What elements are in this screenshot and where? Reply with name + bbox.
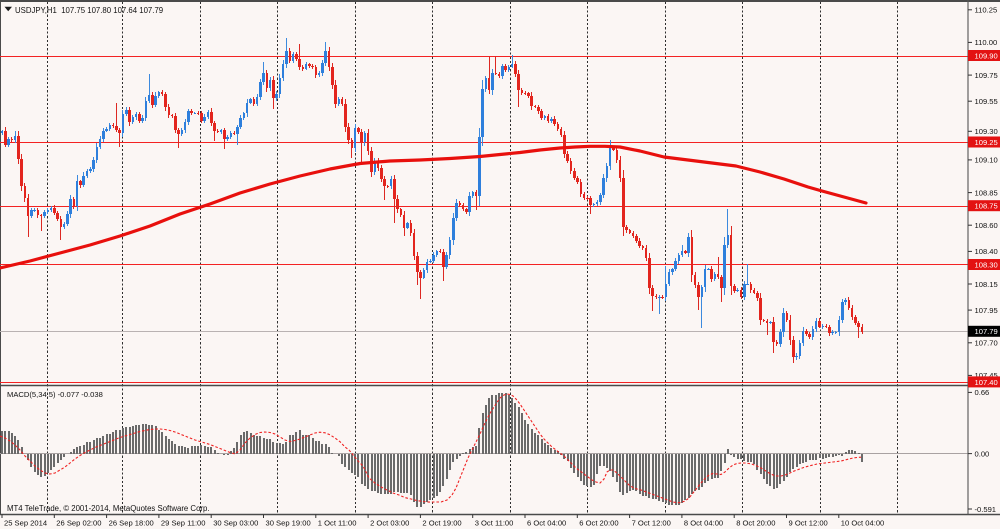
- svg-text:8 Oct 04:00: 8 Oct 04:00: [684, 519, 723, 528]
- svg-text:9 Oct 12:00: 9 Oct 12:00: [789, 519, 828, 528]
- svg-text:USDJPY,H1 107.75 107.80 107.6: USDJPY,H1 107.75 107.80 107.64 107.79: [15, 6, 163, 15]
- svg-text:109.25: 109.25: [975, 138, 998, 147]
- svg-text:0.00: 0.00: [975, 449, 990, 458]
- svg-text:108.85: 108.85: [975, 188, 998, 197]
- svg-text:MACD(5,34,5) -0.077 -0.038: MACD(5,34,5) -0.077 -0.038: [7, 390, 103, 399]
- svg-text:107.70: 107.70: [975, 339, 998, 348]
- svg-text:110.00: 110.00: [975, 38, 998, 47]
- svg-text:108.75: 108.75: [975, 202, 998, 211]
- svg-text:30 Sep 19:00: 30 Sep 19:00: [266, 519, 311, 528]
- svg-text:29 Sep 11:00: 29 Sep 11:00: [161, 519, 206, 528]
- svg-text:26 Sep 18:00: 26 Sep 18:00: [109, 519, 154, 528]
- svg-text:26 Sep 02:00: 26 Sep 02:00: [56, 519, 101, 528]
- svg-text:108.60: 108.60: [975, 221, 998, 230]
- svg-text:30 Sep 03:00: 30 Sep 03:00: [213, 519, 258, 528]
- svg-text:6 Oct 20:00: 6 Oct 20:00: [579, 519, 618, 528]
- svg-text:109.75: 109.75: [975, 71, 998, 80]
- svg-text:109.90: 109.90: [975, 51, 998, 60]
- svg-text:25 Sep 2014: 25 Sep 2014: [4, 519, 47, 528]
- svg-text:2 Oct 19:00: 2 Oct 19:00: [422, 519, 461, 528]
- svg-text:107.95: 107.95: [975, 306, 998, 315]
- svg-text:2 Oct 03:00: 2 Oct 03:00: [370, 519, 409, 528]
- svg-text:109.55: 109.55: [975, 97, 998, 106]
- svg-text:107.79: 107.79: [975, 327, 998, 336]
- svg-text:3 Oct 11:00: 3 Oct 11:00: [475, 519, 514, 528]
- svg-text:MT4 TeleTrade, © 2001-2014, Me: MT4 TeleTrade, © 2001-2014, MetaQuotes S…: [7, 504, 210, 513]
- svg-text:108.30: 108.30: [975, 260, 998, 269]
- svg-text:8 Oct 20:00: 8 Oct 20:00: [736, 519, 775, 528]
- svg-text:0.66: 0.66: [975, 388, 990, 397]
- svg-text:109.10: 109.10: [975, 156, 998, 165]
- svg-text:-0.591: -0.591: [975, 505, 997, 514]
- svg-text:1 Oct 11:00: 1 Oct 11:00: [318, 519, 357, 528]
- svg-text:7 Oct 12:00: 7 Oct 12:00: [632, 519, 671, 528]
- svg-text:109.30: 109.30: [975, 127, 998, 136]
- svg-text:107.45: 107.45: [975, 371, 998, 380]
- svg-text:108.40: 108.40: [975, 247, 998, 256]
- svg-text:6 Oct 04:00: 6 Oct 04:00: [527, 519, 566, 528]
- svg-text:107.40: 107.40: [975, 378, 998, 387]
- svg-text:110.25: 110.25: [975, 6, 998, 15]
- svg-text:10 Oct 04:00: 10 Oct 04:00: [841, 519, 884, 528]
- svg-text:108.15: 108.15: [975, 280, 998, 289]
